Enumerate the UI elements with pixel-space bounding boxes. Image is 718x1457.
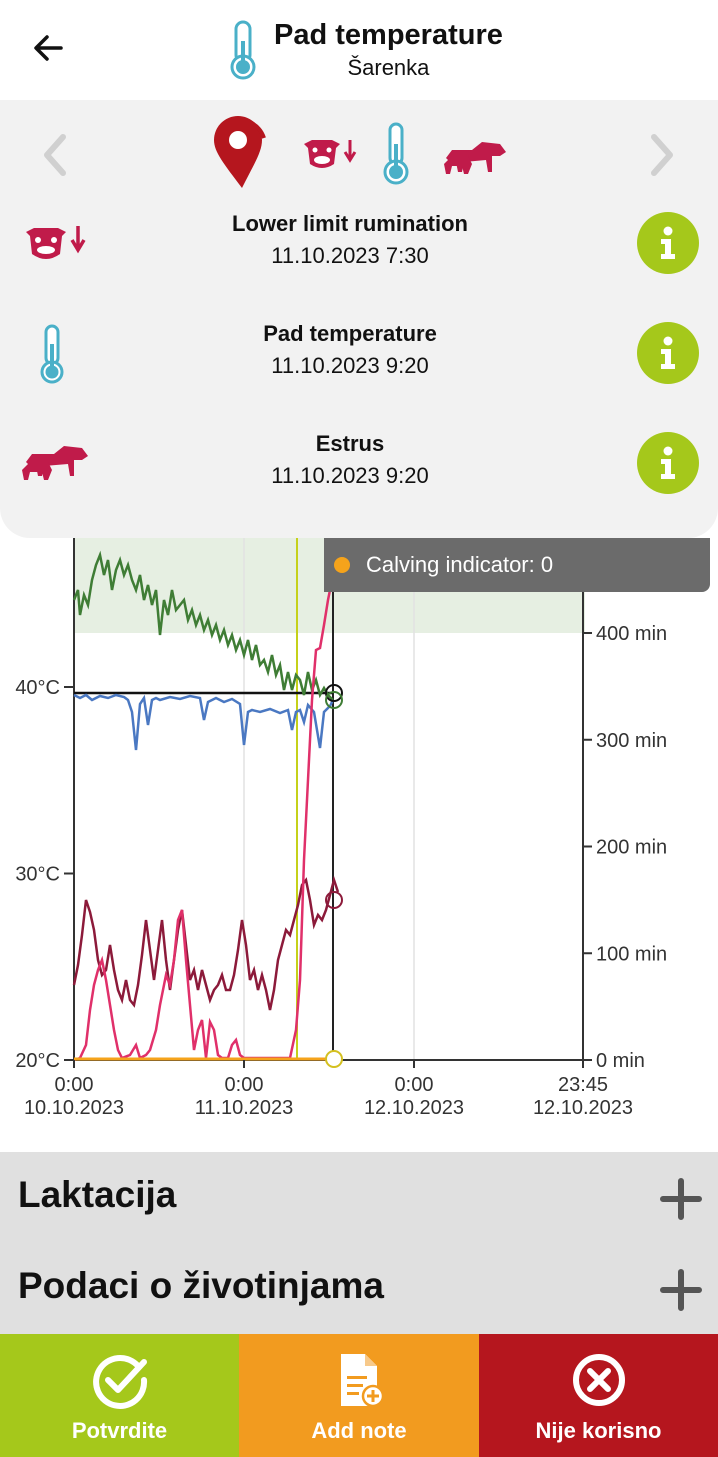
right-axis-tick-label: 100 min [596,943,667,965]
x-axis-tick-time: 0:00 [395,1074,434,1096]
x-axis-tick-time: 23:45 [558,1074,608,1096]
x-axis-tick-time: 0:00 [55,1074,94,1096]
x-axis-tick-time: 0:00 [225,1074,264,1096]
estrus-cows-icon [444,142,506,174]
left-axis-tick-label: 20°C [15,1050,60,1072]
add-note-label: Add note [311,1418,407,1443]
next-alert-button[interactable] [641,130,685,180]
cursor-marker-activity [325,891,343,909]
thermometer-icon [230,20,256,80]
estrus-cows-icon [22,446,88,480]
right-axis-tick-label: 300 min [596,730,667,752]
previous-alert-button[interactable] [32,130,76,180]
x-axis-tick-date: 10.10.2023 [24,1097,124,1119]
cow-rumination-down-icon [26,226,86,259]
chevron-right-icon [651,134,673,176]
alert-info-button[interactable] [637,432,699,494]
alert-row[interactable]: Pad temperature 11.10.2023 9:20 [0,310,718,400]
right-axis-tick-label: 200 min [596,837,667,859]
app-header: Pad temperature Šarenka [0,0,718,100]
not-useful-label: Nije korisno [535,1418,662,1443]
alert-info-button[interactable] [637,322,699,384]
cursor-marker-calving [325,1050,343,1068]
right-axis-tick-label: 400 min [596,623,667,645]
left-axis-tick-label: 40°C [15,677,60,699]
location-pin-icon [214,116,266,188]
page-title: Pad temperature [274,19,503,51]
back-button[interactable] [26,26,70,70]
cow-rumination-down-icon [304,140,357,168]
plus-icon [660,1178,702,1220]
plus-icon [660,1269,702,1311]
info-icon [661,336,675,369]
chart-tooltip: Calving indicator: 0 [324,538,710,592]
close-circle-icon [572,1354,625,1406]
animal-name: Šarenka [347,55,430,80]
check-circle-icon [92,1354,147,1409]
alerts-panel: Lower limit rumination 11.10.2023 7:30 P… [0,100,718,538]
confirm-button[interactable]: Potvrdite [0,1334,239,1457]
action-bar: Potvrdite Add note Nije korisno [0,1334,718,1457]
activity-line [72,875,340,1011]
sensor-chart[interactable]: 20°C 30°C 40°C 0 min 100 min 200 min 300 min 4… [0,500,718,1150]
left-axis-ticks: 20°C 30°C 40°C [15,677,74,1072]
alert-info-button[interactable] [637,212,699,274]
alert-title: Pad temperature [263,321,437,346]
alert-date: 11.10.2023 9:20 [271,353,429,378]
section-label: Laktacija [18,1174,177,1215]
alert-date: 11.10.2023 7:30 [271,243,429,268]
info-icon [661,446,675,479]
cursor-marker-reference [325,684,343,702]
tooltip-text: Calving indicator: 0 [366,552,554,577]
alert-type-strip [214,116,506,188]
x-axis-ticks: 0:0010.10.20230:0011.10.20230:0012.10.20… [24,1060,633,1119]
thermometer-icon [40,324,64,384]
rumination-line [72,550,334,701]
alert-title: Lower limit rumination [232,211,468,236]
header-title-group: Pad temperature Šarenka [226,14,503,86]
section-animal-data[interactable]: Podaci o životinjama [0,1243,718,1334]
chevron-left-icon [44,134,66,176]
confirm-label: Potvrdite [71,1418,168,1443]
add-note-icon [341,1354,385,1408]
back-arrow-icon [34,35,63,61]
section-laktacija[interactable]: Laktacija [0,1152,718,1243]
x-axis-tick-date: 12.10.2023 [364,1097,464,1119]
alert-row[interactable]: Estrus 11.10.2023 9:20 [0,420,718,510]
alert-title: Estrus [315,431,385,456]
left-axis-tick-label: 30°C [15,864,60,886]
estrus-line [73,559,338,1062]
tooltip-series-dot [334,557,350,573]
not-useful-button[interactable]: Nije korisno [479,1334,718,1457]
x-axis-tick-date: 11.10.2023 [195,1097,294,1119]
right-axis-tick-label: 0 min [596,1050,645,1072]
x-axis-tick-date: 12.10.2023 [533,1097,633,1119]
section-label: Podaci o životinjama [18,1265,384,1306]
alert-date: 11.10.2023 9:20 [271,463,429,488]
right-axis-ticks: 0 min 100 min 200 min 300 min 400 min [583,623,667,1072]
temperature-line [73,693,335,751]
add-note-button[interactable]: Add note [239,1334,479,1457]
cursor-marker-rumination [325,691,343,709]
info-icon [661,226,675,259]
thermometer-icon [383,122,409,185]
alert-row[interactable]: Lower limit rumination 11.10.2023 7:30 [0,200,718,290]
